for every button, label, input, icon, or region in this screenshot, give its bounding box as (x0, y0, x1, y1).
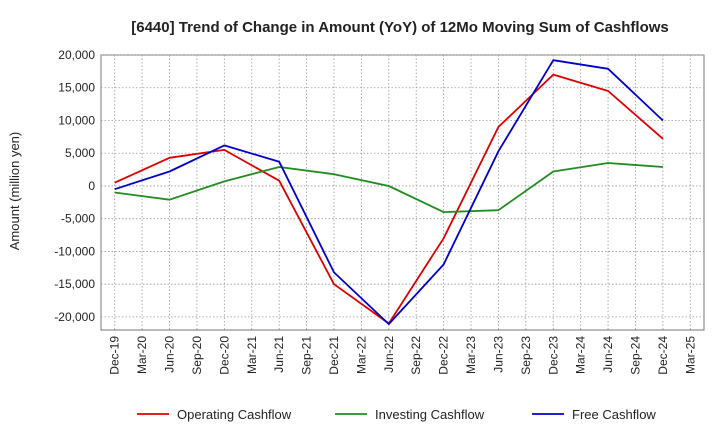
x-tick-label: Mar-21 (245, 336, 259, 374)
y-axis-ticks: 20,000 15,000 10,000 5,000 0 -5,000 -10,000 -15… (54, 48, 95, 324)
x-tick-label: Dec-22 (437, 336, 451, 375)
y-tick-label: 15,000 (58, 81, 95, 95)
investing-cashflow-line (114, 162, 663, 214)
x-tick-label: Jun-24 (601, 336, 615, 373)
x-axis-ticks: Dec-19 Mar-20 Jun-20 Sep-20 Dec-20 Mar-21 Jun-… (108, 336, 698, 375)
x-tick-label: Sep-24 (628, 336, 642, 375)
y-tick-label: 20,000 (58, 48, 95, 62)
y-axis-label: Amount (million yen) (7, 132, 22, 251)
x-tick-label: Dec-20 (217, 336, 231, 375)
y-tick-label: 0 (88, 179, 95, 193)
x-tick-label: Jun-20 (163, 336, 177, 373)
x-tick-label: Jun-22 (382, 336, 396, 373)
x-tick-label: Mar-24 (574, 336, 588, 374)
x-tick-label: Sep-22 (409, 336, 423, 375)
x-tick-label: Jun-23 (491, 336, 505, 373)
x-tick-label: Mar-25 (683, 336, 697, 374)
y-tick-label: -5,000 (61, 212, 95, 226)
x-tick-label: Dec-23 (546, 336, 560, 375)
legend-label-investing-cashflow: Investing Cashflow (375, 407, 485, 422)
x-tick-label: Dec-24 (656, 336, 670, 375)
x-tick-label: Sep-23 (519, 336, 533, 375)
x-tick-label: Mar-20 (135, 336, 149, 374)
x-tick-label: Sep-20 (190, 336, 204, 375)
legend: Operating Cashflow Investing Cashflow Free… (137, 407, 656, 422)
x-tick-label: Mar-23 (464, 336, 478, 374)
y-tick-label: 5,000 (65, 146, 95, 160)
free-cashflow-line (114, 59, 664, 326)
x-tick-label: Mar-22 (354, 336, 368, 374)
y-tick-label: 10,000 (58, 113, 95, 127)
x-tick-label: Dec-19 (108, 336, 122, 375)
series-group (114, 59, 664, 326)
y-tick-label: -15,000 (54, 277, 95, 291)
x-tick-label: Sep-21 (300, 336, 314, 375)
legend-label-operating-cashflow: Operating Cashflow (177, 407, 292, 422)
x-tick-label: Jun-21 (272, 336, 286, 373)
y-tick-label: -20,000 (54, 310, 95, 324)
y-tick-label: -10,000 (54, 244, 95, 258)
chart-title: [6440] Trend of Change in Amount (YoY) o… (131, 19, 669, 36)
legend-label-free-cashflow: Free Cashflow (572, 407, 656, 422)
x-tick-label: Dec-21 (327, 336, 341, 375)
